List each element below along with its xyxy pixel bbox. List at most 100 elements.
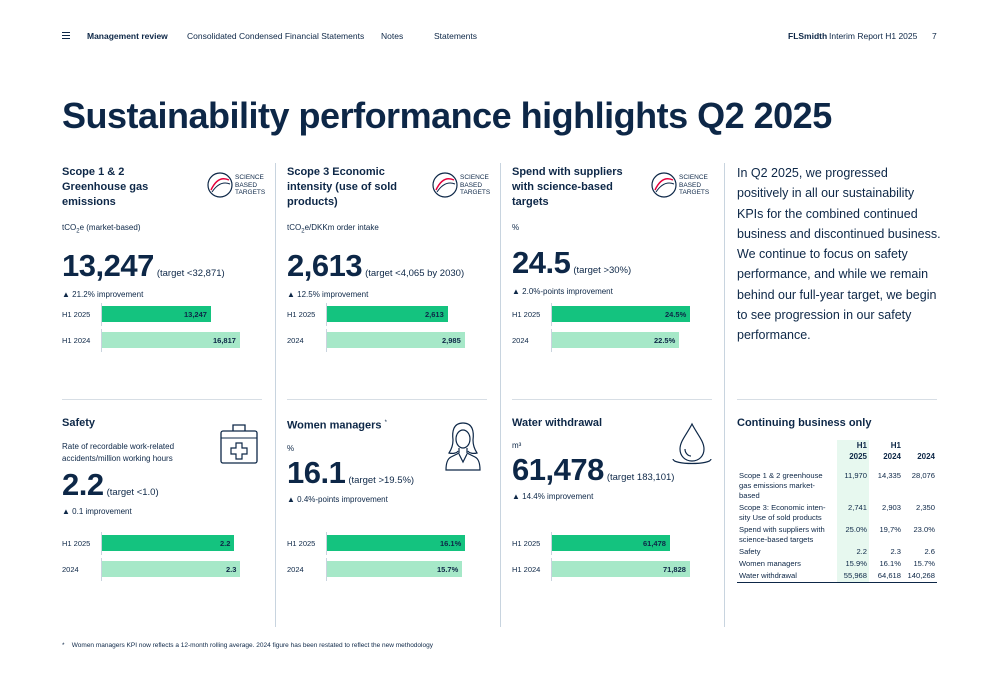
card-title: Women managers * bbox=[287, 419, 387, 432]
brand-name: FLSmidth bbox=[788, 31, 828, 41]
bar-label: H1 2025 bbox=[287, 310, 316, 319]
kpi-card-water: Water withdrawal m³ 61,478 (target 183,10… bbox=[512, 416, 717, 581]
first-aid-kit-icon bbox=[220, 424, 258, 464]
nav-notes[interactable]: Notes bbox=[381, 31, 404, 41]
card-unit: m³ bbox=[512, 441, 522, 450]
bar-value-label: 2.2 bbox=[220, 539, 231, 548]
bar-label: H1 2024 bbox=[512, 565, 541, 574]
kpi-card-safety: Safety Rate of recordable work-related a… bbox=[62, 416, 267, 581]
table-row: Spend with suppliers with science-based … bbox=[737, 524, 937, 546]
table-cell: 15.9% bbox=[837, 558, 869, 570]
column-divider bbox=[275, 163, 276, 627]
bar-value-label: 15.7% bbox=[437, 565, 459, 574]
table-cell: 2.6 bbox=[924, 547, 935, 556]
card-unit: % bbox=[287, 443, 295, 453]
bar bbox=[327, 535, 465, 551]
bar-axis bbox=[101, 558, 102, 581]
bar-row: 2024 2,985 bbox=[287, 329, 492, 352]
bar-row: 2024 15.7% bbox=[287, 558, 492, 581]
column-divider bbox=[724, 163, 725, 627]
bar-value-label: 61,478 bbox=[643, 539, 666, 548]
bar-value-label: 24.5% bbox=[665, 310, 687, 319]
kpi-value: 2,613 bbox=[287, 247, 363, 283]
bar-label: H1 2025 bbox=[62, 310, 91, 319]
bar-value-label: 71,828 bbox=[663, 565, 686, 574]
table-row: Water withdrawal 55,968 64,618 140,268 bbox=[737, 570, 937, 583]
bar bbox=[102, 332, 240, 348]
bar bbox=[327, 561, 462, 577]
bar-value-label: 13,247 bbox=[184, 310, 207, 319]
woman-manager-icon bbox=[445, 422, 481, 471]
bar-label: H1 2025 bbox=[287, 539, 316, 548]
column-divider bbox=[500, 163, 501, 627]
bar-axis bbox=[326, 532, 327, 555]
row-divider bbox=[287, 399, 487, 400]
kpi-card-suppliers: Spend with suppliers with science-based … bbox=[512, 165, 717, 352]
kpi-target: (target 183,101) bbox=[606, 472, 675, 483]
table-cell: 64,618 bbox=[869, 570, 903, 583]
table-cell: 23.0% bbox=[913, 525, 935, 534]
bar-axis bbox=[326, 329, 327, 352]
bar-value-label: 16.1% bbox=[440, 539, 462, 548]
bar-row: H1 2025 2,613 bbox=[287, 303, 492, 326]
table-cell: 2.2 bbox=[837, 546, 869, 558]
table-cell: 2.3 bbox=[890, 547, 901, 556]
row-label: Women managers bbox=[739, 559, 801, 568]
bar-row: H1 2025 61,478 bbox=[512, 532, 717, 555]
nav-management-review[interactable]: Management review bbox=[87, 31, 168, 41]
row-label: Water withdrawal bbox=[737, 570, 837, 583]
bar-row: H1 2024 71,828 bbox=[512, 558, 717, 581]
bar bbox=[102, 535, 234, 551]
bar-row: 2024 2.3 bbox=[62, 558, 267, 581]
bar-label: H1 2024 bbox=[62, 336, 91, 345]
bar-value-label: 2.3 bbox=[226, 565, 237, 574]
kpi-value: 61,478 bbox=[512, 452, 604, 487]
bar-label: H1 2025 bbox=[62, 539, 91, 548]
table-cell: 55,968 bbox=[837, 570, 869, 583]
row-divider bbox=[62, 399, 262, 400]
bar-row: 2024 22.5% bbox=[512, 329, 717, 352]
row-label: Scope 3: Economic inten-sity Use of sold… bbox=[739, 503, 826, 522]
nav-financial-statements[interactable]: Consolidated Condensed Financial Stateme… bbox=[187, 31, 365, 41]
report-name: Interim Report H1 2025 bbox=[829, 31, 918, 41]
table-row: Scope 1 & 2 greenhouse gas emissions mar… bbox=[737, 470, 937, 502]
bar-axis bbox=[326, 303, 327, 326]
col-header: H1 2025 bbox=[837, 440, 869, 462]
col-header: H1 2024 bbox=[883, 441, 901, 461]
kpi-improvement: ▲ 0.1 improvement bbox=[62, 507, 132, 516]
kpi-improvement: ▲ 14.4% improvement bbox=[512, 492, 594, 501]
bar-axis bbox=[551, 329, 552, 352]
kpi-value: 13,247 bbox=[62, 247, 154, 283]
kpi-card-women-managers: Women managers * % 16.1 (target >19.5%) ▲… bbox=[287, 416, 492, 581]
bar bbox=[102, 561, 240, 577]
bar-axis bbox=[551, 558, 552, 581]
bar-axis bbox=[101, 303, 102, 326]
table-cell: 2,741 bbox=[837, 502, 869, 524]
card-unit: % bbox=[512, 223, 520, 232]
bar-row: H1 2025 13,247 bbox=[62, 303, 267, 326]
bar-axis bbox=[101, 532, 102, 555]
footnote: * Women managers KPI now reflects a 12-m… bbox=[62, 642, 433, 649]
menu-icon[interactable] bbox=[62, 32, 70, 39]
bar-row: H1 2025 2.2 bbox=[62, 532, 267, 555]
table-cell: 2,903 bbox=[881, 503, 901, 512]
kpi-value: 2.2 bbox=[62, 467, 104, 502]
kpi-target: (target >19.5%) bbox=[348, 474, 415, 486]
bar bbox=[552, 535, 670, 551]
card-title: Water withdrawal bbox=[512, 417, 603, 429]
nav-statements[interactable]: Statements bbox=[434, 31, 477, 41]
bar-axis bbox=[101, 329, 102, 352]
bar bbox=[552, 306, 690, 322]
table-row: Scope 3: Economic inten-sity Use of sold… bbox=[737, 502, 937, 524]
bar-axis bbox=[551, 303, 552, 326]
continuing-business-table: H1 2025 H1 2024 2024 Scope 1 & 2 greenhous… bbox=[737, 440, 937, 583]
kpi-value: 24.5 bbox=[512, 245, 571, 280]
kpi-target: (target <4,065 by 2030) bbox=[365, 267, 465, 279]
table-cell: 25.0% bbox=[837, 524, 869, 546]
kpi-improvement: ▲ 12.5% improvement bbox=[287, 289, 369, 299]
kpi-improvement: ▲ 2.0%-points improvement bbox=[512, 287, 613, 296]
bar bbox=[327, 306, 448, 322]
bar-axis bbox=[326, 558, 327, 581]
card-title: Spend with suppliers with science-based … bbox=[512, 166, 623, 208]
table-cell: 140,268 bbox=[903, 570, 937, 583]
